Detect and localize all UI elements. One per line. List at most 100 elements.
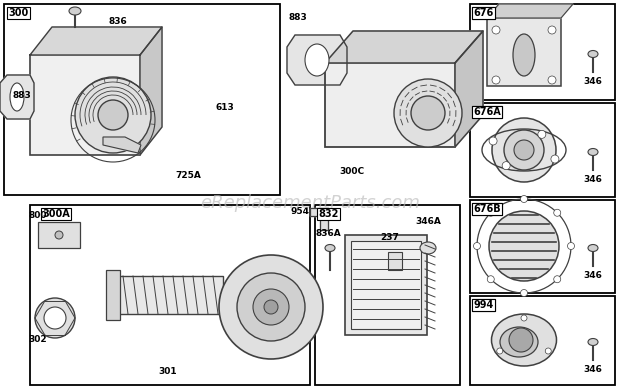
Text: 800: 800	[29, 211, 47, 220]
Bar	[325, 63, 455, 147]
Circle shape	[489, 211, 559, 281]
Polygon shape	[0, 75, 34, 119]
Circle shape	[521, 195, 528, 202]
Circle shape	[551, 155, 559, 163]
Text: 301: 301	[159, 367, 177, 376]
Text: 836A: 836A	[315, 229, 341, 239]
Text: 346: 346	[583, 365, 603, 374]
Circle shape	[545, 348, 551, 354]
Circle shape	[492, 118, 556, 182]
Polygon shape	[140, 27, 162, 155]
Text: 676B: 676B	[473, 204, 500, 214]
Text: 994: 994	[473, 300, 494, 310]
Circle shape	[554, 276, 560, 283]
Text: 346: 346	[583, 78, 603, 87]
Bar	[388, 252, 402, 270]
Polygon shape	[103, 137, 141, 153]
Text: 883: 883	[12, 90, 32, 99]
Circle shape	[474, 243, 480, 250]
Text: 676A: 676A	[473, 107, 501, 117]
Circle shape	[504, 130, 544, 170]
Text: 300A: 300A	[42, 209, 69, 219]
Circle shape	[521, 315, 527, 321]
Text: 994: 994	[473, 300, 494, 310]
Text: 676B: 676B	[473, 204, 500, 214]
Ellipse shape	[588, 149, 598, 156]
Circle shape	[487, 276, 494, 283]
Circle shape	[554, 209, 560, 216]
Circle shape	[487, 209, 494, 216]
Circle shape	[35, 298, 75, 338]
Polygon shape	[487, 4, 573, 18]
Bar	[351, 241, 421, 329]
Text: 836: 836	[108, 18, 127, 27]
Circle shape	[509, 328, 533, 352]
Text: 300: 300	[8, 8, 29, 18]
Ellipse shape	[588, 245, 598, 252]
Circle shape	[253, 289, 289, 325]
Polygon shape	[325, 31, 483, 63]
Ellipse shape	[588, 50, 598, 57]
Bar	[345, 235, 427, 335]
Circle shape	[492, 76, 500, 84]
Circle shape	[394, 79, 462, 147]
Circle shape	[489, 137, 497, 145]
Ellipse shape	[69, 7, 81, 15]
Bar	[30, 205, 310, 385]
Circle shape	[548, 26, 556, 34]
Ellipse shape	[325, 245, 335, 252]
Polygon shape	[310, 208, 328, 230]
Text: 725A: 725A	[175, 172, 201, 181]
Text: 954: 954	[291, 207, 309, 216]
Circle shape	[44, 307, 66, 329]
Circle shape	[75, 77, 151, 153]
Ellipse shape	[500, 327, 538, 357]
Bar	[118, 276, 223, 314]
Text: 346A: 346A	[415, 218, 441, 227]
Bar	[470, 296, 615, 385]
Circle shape	[521, 289, 528, 296]
Bar	[487, 18, 561, 86]
Circle shape	[514, 140, 534, 160]
Circle shape	[219, 255, 323, 359]
Polygon shape	[287, 35, 347, 85]
Ellipse shape	[305, 44, 329, 76]
Text: 676A: 676A	[473, 107, 501, 117]
Bar	[470, 4, 615, 100]
Circle shape	[497, 348, 503, 354]
Text: 613: 613	[216, 103, 234, 112]
Circle shape	[502, 161, 510, 170]
Text: 302: 302	[29, 335, 47, 344]
Circle shape	[567, 243, 575, 250]
Text: 676: 676	[473, 8, 494, 18]
Ellipse shape	[420, 242, 436, 254]
Bar	[4, 4, 280, 195]
Bar	[30, 55, 140, 155]
Text: 346: 346	[583, 271, 603, 280]
Text: 237: 237	[381, 234, 399, 243]
Ellipse shape	[10, 83, 24, 111]
Text: eReplacementParts.com: eReplacementParts.com	[200, 194, 420, 212]
Bar	[470, 103, 615, 197]
Circle shape	[538, 130, 546, 138]
Circle shape	[98, 100, 128, 130]
Polygon shape	[455, 31, 483, 147]
Circle shape	[492, 26, 500, 34]
Text: 676: 676	[473, 8, 494, 18]
Polygon shape	[30, 27, 162, 55]
Bar	[106, 270, 120, 320]
Bar	[470, 200, 615, 293]
Circle shape	[411, 96, 445, 130]
Bar	[38, 222, 80, 248]
Ellipse shape	[513, 34, 535, 76]
Circle shape	[548, 76, 556, 84]
Text: 300C: 300C	[339, 167, 365, 177]
Bar	[315, 205, 460, 385]
Ellipse shape	[588, 339, 598, 346]
Text: 883: 883	[289, 14, 308, 23]
Text: 346: 346	[583, 176, 603, 184]
Ellipse shape	[492, 314, 557, 366]
Text: 832: 832	[318, 209, 339, 219]
Circle shape	[55, 231, 63, 239]
Circle shape	[237, 273, 305, 341]
